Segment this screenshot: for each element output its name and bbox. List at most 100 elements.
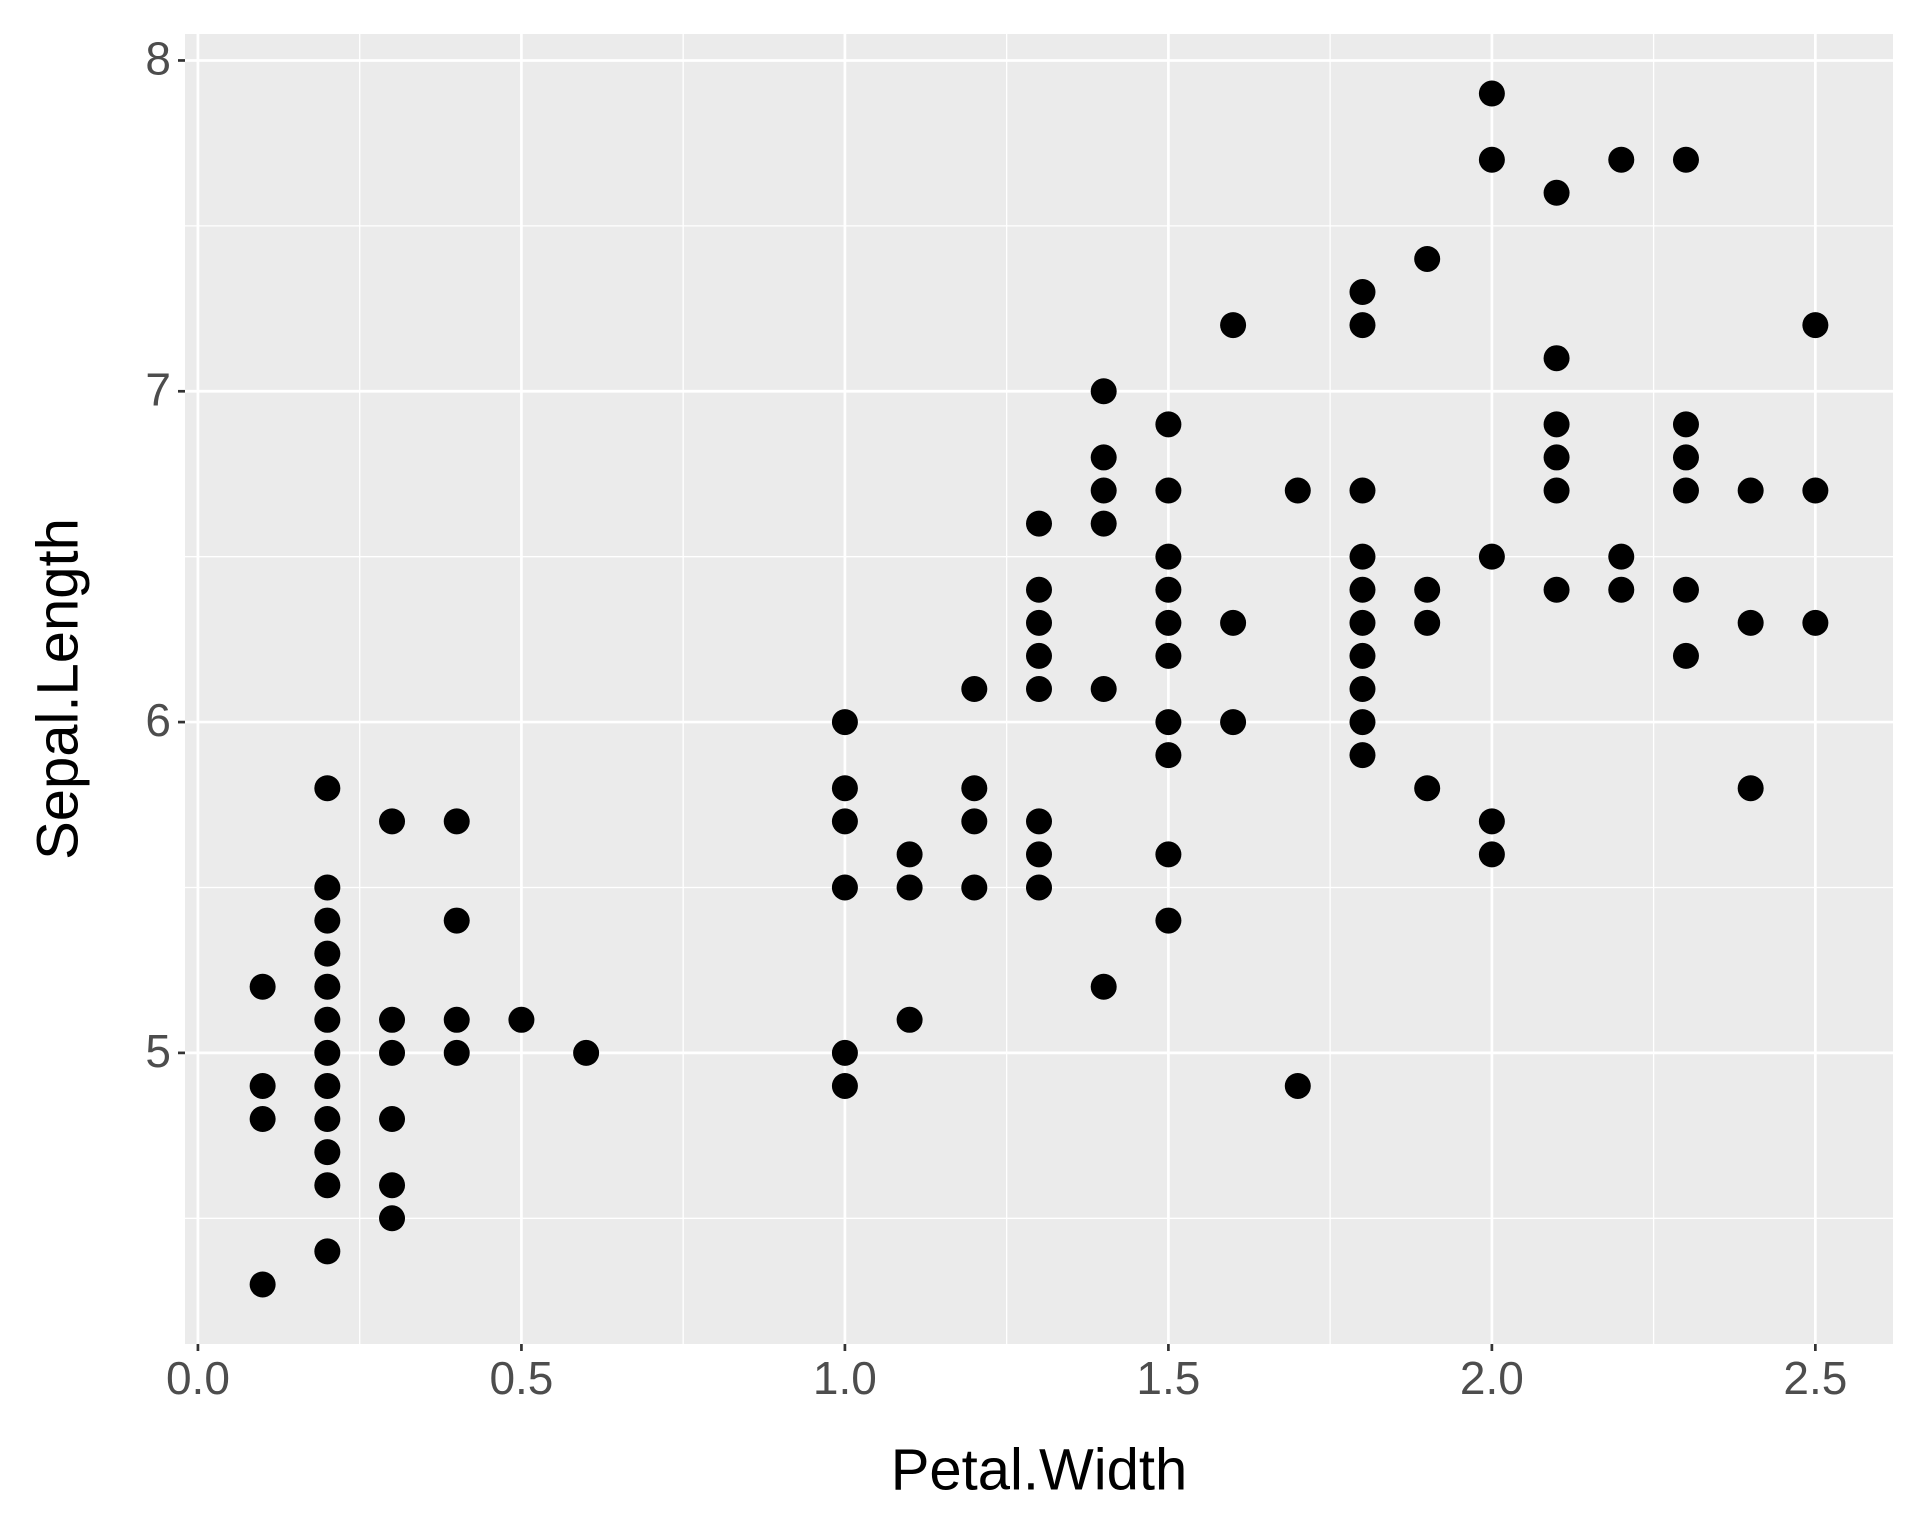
point bbox=[1543, 179, 1570, 206]
point bbox=[1349, 576, 1376, 603]
point bbox=[1543, 411, 1570, 438]
point bbox=[1478, 543, 1505, 570]
point bbox=[1349, 477, 1376, 504]
point bbox=[1478, 841, 1505, 868]
point bbox=[1737, 477, 1764, 504]
point bbox=[831, 775, 858, 802]
point bbox=[1349, 642, 1376, 669]
point bbox=[1155, 411, 1182, 438]
x-tick-label: 2.5 bbox=[1783, 1352, 1847, 1404]
point bbox=[379, 808, 406, 835]
point bbox=[1672, 642, 1699, 669]
point bbox=[1026, 874, 1052, 901]
point bbox=[1155, 841, 1182, 868]
y-tick-label: 7 bbox=[145, 363, 171, 415]
point bbox=[249, 1271, 276, 1298]
point bbox=[1026, 510, 1052, 537]
point bbox=[1155, 742, 1182, 769]
point bbox=[1349, 543, 1376, 570]
point bbox=[443, 1006, 470, 1033]
point bbox=[896, 841, 923, 868]
point bbox=[1220, 312, 1247, 339]
point bbox=[1090, 676, 1117, 702]
point bbox=[1155, 709, 1182, 736]
x-tick-label: 0.5 bbox=[489, 1352, 553, 1404]
point bbox=[314, 1172, 341, 1199]
point bbox=[1155, 543, 1182, 570]
point bbox=[1672, 146, 1699, 173]
point bbox=[1349, 279, 1376, 306]
point bbox=[1672, 411, 1699, 438]
point bbox=[831, 1039, 858, 1066]
point bbox=[1543, 576, 1570, 603]
point bbox=[1026, 808, 1052, 835]
x-tick-label: 1.0 bbox=[813, 1352, 877, 1404]
point bbox=[1284, 1072, 1311, 1099]
point bbox=[249, 973, 276, 1000]
point bbox=[1155, 642, 1182, 669]
x-tick-label: 0.0 bbox=[166, 1352, 230, 1404]
point bbox=[1220, 709, 1247, 736]
point bbox=[249, 1072, 276, 1099]
point bbox=[1155, 477, 1182, 504]
y-tick-label: 8 bbox=[145, 33, 171, 85]
point bbox=[1608, 543, 1635, 570]
point bbox=[573, 1039, 600, 1066]
point bbox=[249, 1106, 276, 1133]
point bbox=[1349, 609, 1376, 636]
point bbox=[1672, 576, 1699, 603]
point bbox=[1155, 907, 1182, 934]
point bbox=[831, 874, 858, 901]
point bbox=[1802, 312, 1829, 339]
point bbox=[314, 775, 341, 802]
point bbox=[1543, 444, 1570, 471]
point bbox=[831, 709, 858, 736]
point bbox=[1026, 676, 1052, 702]
point bbox=[1543, 345, 1570, 372]
point bbox=[961, 775, 988, 802]
point bbox=[443, 1039, 470, 1066]
point bbox=[1414, 775, 1441, 802]
point bbox=[1284, 477, 1311, 504]
point bbox=[1349, 742, 1376, 769]
point bbox=[1349, 709, 1376, 736]
y-tick-label: 6 bbox=[145, 694, 171, 746]
point bbox=[1090, 510, 1117, 537]
point bbox=[1155, 609, 1182, 636]
point bbox=[314, 1039, 341, 1066]
point bbox=[896, 1006, 923, 1033]
point bbox=[1737, 609, 1764, 636]
point bbox=[1608, 576, 1635, 603]
point bbox=[443, 907, 470, 934]
x-axis-title: Petal.Width bbox=[891, 1437, 1188, 1502]
point bbox=[1090, 378, 1117, 405]
point bbox=[508, 1006, 535, 1033]
point bbox=[896, 874, 923, 901]
point bbox=[1090, 444, 1117, 471]
point bbox=[379, 1106, 406, 1133]
point bbox=[831, 808, 858, 835]
point bbox=[1414, 245, 1441, 272]
point bbox=[314, 907, 341, 934]
y-axis-title: Sepal.Length bbox=[25, 518, 90, 860]
point bbox=[314, 1238, 341, 1265]
point bbox=[1026, 642, 1052, 669]
point bbox=[1349, 676, 1376, 702]
point bbox=[1155, 576, 1182, 603]
point bbox=[961, 676, 988, 702]
point bbox=[379, 1205, 406, 1232]
point bbox=[1737, 775, 1764, 802]
x-tick-label: 2.0 bbox=[1460, 1352, 1524, 1404]
point bbox=[1608, 146, 1635, 173]
point bbox=[443, 808, 470, 835]
point bbox=[314, 1006, 341, 1033]
point bbox=[1026, 576, 1052, 603]
point bbox=[1802, 477, 1829, 504]
point bbox=[1220, 609, 1247, 636]
point bbox=[961, 808, 988, 835]
point bbox=[1026, 841, 1052, 868]
point bbox=[379, 1039, 406, 1066]
point bbox=[1802, 609, 1829, 636]
x-tick-label: 1.5 bbox=[1136, 1352, 1200, 1404]
point bbox=[314, 973, 341, 1000]
